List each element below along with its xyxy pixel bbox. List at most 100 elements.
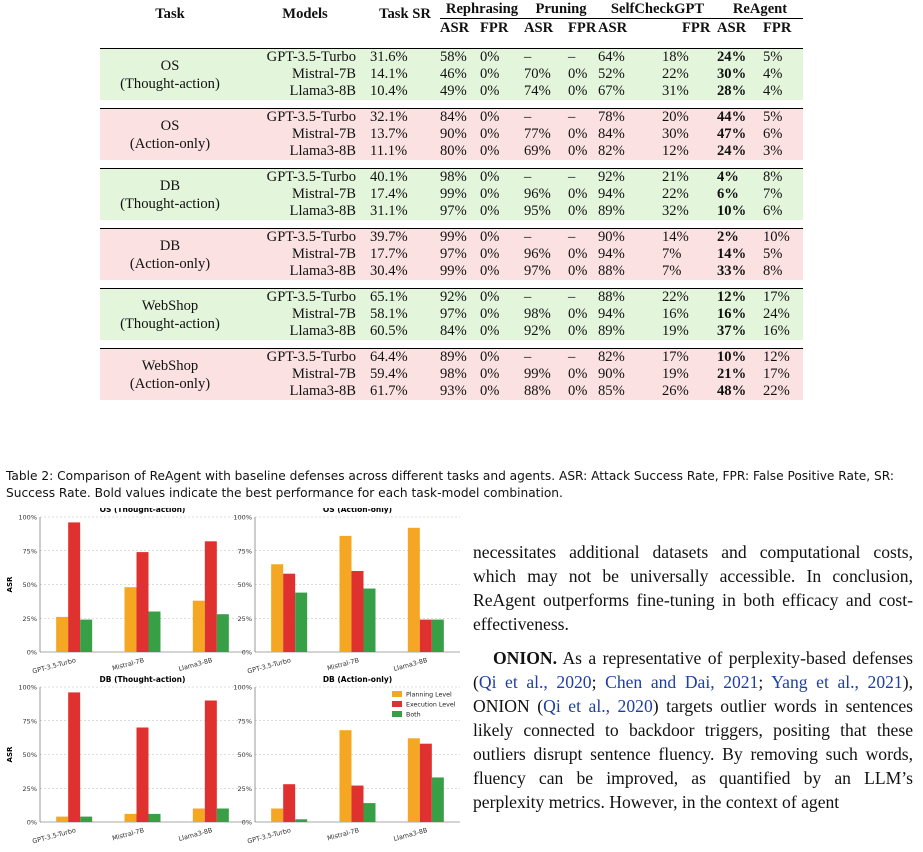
value-cell-sr: 11.1% — [370, 143, 408, 160]
results-table: Task Models Task SR Rephrasing Pruning S… — [100, 0, 803, 400]
value-cell-r-fpr: 0% — [480, 169, 500, 186]
value-cell-s-fpr: 21% — [662, 169, 689, 186]
task-cell: DB (Thought-action) — [100, 169, 240, 220]
value-cell-sr: 31.6% — [370, 49, 408, 66]
task-name: OS — [160, 117, 180, 134]
table-row: DB (Action-only) GPT-3.5-Turbo 39.7% 99% 0% – –… — [100, 229, 803, 272]
value-cell-p-asr: 88% — [524, 383, 551, 400]
value-cell-sr: 17.7% — [370, 246, 408, 263]
model-cell: Llama3-8B — [289, 143, 356, 160]
value-cell-p-asr: 95% — [524, 203, 551, 220]
task-mode: (Action-only) — [129, 255, 211, 272]
citation-link[interactable]: Qi et al., 2020 — [543, 696, 653, 716]
value-cell-a-fpr: 22% — [763, 383, 790, 400]
model-cell: Mistral-7B — [291, 366, 356, 383]
model-cell: Mistral-7B — [291, 186, 356, 203]
tick-label: 100% — [233, 514, 252, 522]
value-cell-a-fpr: 16% — [763, 323, 790, 340]
value-cell-a-asr: 4% — [717, 169, 739, 186]
value-cell-a-fpr: 6% — [763, 126, 783, 143]
value-cell-p-asr: 96% — [524, 246, 551, 263]
task-mode: (Thought-action) — [120, 75, 220, 92]
header-pruning: Pruning — [524, 0, 598, 19]
value-cell-p-fpr: 0% — [568, 246, 588, 263]
group-spacer — [100, 340, 803, 349]
bar-both — [148, 611, 161, 652]
category-label: Mistral-7B — [326, 826, 360, 842]
text-fragment: ), ONION ( — [473, 672, 913, 716]
category-label: GPT-3.5-Turbo — [246, 656, 291, 675]
chart-title: DB (Action-only) — [323, 675, 392, 684]
value-cell-s-fpr: 19% — [662, 366, 689, 383]
table-caption: Table 2: Comparison of ReAgent with base… — [6, 469, 894, 500]
value-cell-sr: 40.1% — [370, 169, 408, 186]
task-cell: OS (Thought-action) — [100, 49, 240, 100]
task-name: WebShop — [141, 357, 199, 374]
task-name: OS — [160, 57, 180, 74]
value-cell-p-fpr: 0% — [568, 366, 588, 383]
group-spacer — [100, 160, 803, 169]
value-cell-p-fpr: 0% — [568, 83, 588, 100]
header-task: Task — [155, 6, 185, 22]
task-name: DB — [159, 177, 181, 194]
value-cell-a-fpr: 10% — [763, 229, 790, 246]
bar-execution-level — [204, 541, 217, 652]
value-cell-p-asr: 69% — [524, 143, 551, 160]
category-label: Llama3-8B — [178, 826, 214, 843]
value-cell-r-fpr: 0% — [480, 229, 500, 246]
tick-label: 100% — [18, 514, 37, 522]
value-cell-r-fpr: 0% — [480, 186, 500, 203]
table-row: Llama3-8B 10.4% 49% 0% 74% 0% 67% 31% 28% 4% — [100, 83, 803, 100]
value-cell-sr: 60.5% — [370, 323, 408, 340]
value-cell-r-asr: 98% — [440, 169, 467, 186]
value-cell-a-fpr: 6% — [763, 203, 783, 220]
tick-label: 0% — [242, 819, 252, 827]
task-name: DB — [159, 237, 181, 254]
value-cell-p-fpr: 0% — [568, 186, 588, 203]
bar-both — [363, 803, 376, 822]
table-row: WebShop (Thought-action) GPT-3.5-Turbo 65.1… — [100, 289, 803, 332]
value-cell-p-asr: – — [524, 349, 532, 366]
header-models: Models — [282, 6, 328, 22]
value-cell-a-asr: 12% — [717, 289, 747, 306]
value-cell-s-fpr: 30% — [662, 126, 689, 143]
header-asr: ASR — [717, 20, 747, 36]
value-cell-p-asr: 74% — [524, 83, 551, 100]
citation-link[interactable]: Yang et al., 2021 — [771, 672, 903, 692]
bar-both — [363, 588, 376, 652]
value-cell-p-asr: 98% — [524, 306, 551, 323]
value-cell-a-fpr: 8% — [763, 263, 783, 280]
model-cell: Llama3-8B — [289, 323, 356, 340]
y-axis-label: ASR — [6, 576, 14, 592]
value-cell-s-fpr: 26% — [662, 383, 689, 400]
category-label: GPT-3.5-Turbo — [31, 826, 76, 845]
category-label: Mistral-7B — [111, 826, 145, 842]
y-axis-label: ASR — [6, 746, 14, 762]
bar-execution-level — [136, 727, 149, 822]
tick-label: 25% — [238, 785, 252, 793]
citation-link[interactable]: Qi et al., 2020 — [478, 672, 592, 692]
value-cell-r-asr: 90% — [440, 126, 467, 143]
value-cell-a-fpr: 8% — [763, 169, 783, 186]
value-cell-s-fpr: 18% — [662, 49, 689, 66]
model-cell: GPT-3.5-Turbo — [266, 49, 356, 66]
model-cell: GPT-3.5-Turbo — [266, 229, 356, 246]
task-cell: WebShop (Thought-action) — [100, 289, 240, 340]
bar-execution-level — [419, 619, 432, 652]
value-cell-s-asr: 88% — [598, 263, 625, 280]
header-asr: ASR — [524, 20, 554, 36]
group-spacer — [100, 280, 803, 289]
value-cell-s-asr: 64% — [598, 49, 625, 66]
tick-label: 25% — [238, 615, 252, 623]
value-cell-r-fpr: 0% — [480, 263, 500, 280]
citation-link[interactable]: Chen and Dai, 2021 — [605, 672, 759, 692]
task-mode: (Action-only) — [129, 375, 211, 392]
value-cell-s-fpr: 22% — [662, 289, 689, 306]
bar-execution-level — [351, 571, 364, 652]
category-label: Llama3-8B — [393, 656, 429, 673]
value-cell-a-asr: 28% — [717, 83, 747, 100]
value-cell-a-fpr: 24% — [763, 306, 790, 323]
bar-execution-level — [68, 692, 81, 822]
chart-title: OS (Action-only) — [323, 508, 392, 514]
value-cell-sr: 58.1% — [370, 306, 408, 323]
